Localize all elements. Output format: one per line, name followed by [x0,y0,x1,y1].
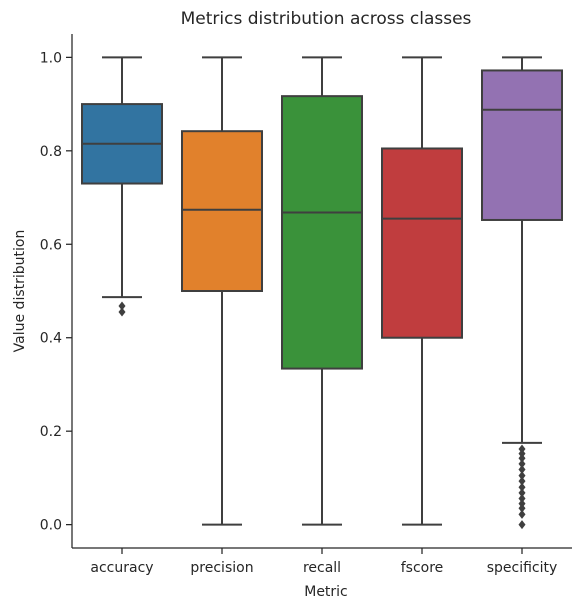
y-axis-ticks: 0.0 0.2 0.4 0.6 0.8 1.0 [40,50,72,534]
outlier-point [518,464,526,474]
y-tick-label: 0.0 [40,518,62,534]
x-tick-label-precision: precision [190,560,253,576]
outlier-point [518,459,526,469]
box-specificity [481,69,563,221]
x-tick-label-specificity: specificity [487,560,558,576]
outlier-point [518,453,526,463]
box-group-specificity [481,56,563,530]
x-axis-label: Metric [304,584,348,600]
y-tick-label: 0.4 [40,331,62,347]
y-tick-label: 1.0 [40,50,62,66]
outlier-point [118,307,126,317]
plot-area [81,56,563,530]
outlier-point [518,499,526,509]
outlier-point [518,520,526,530]
outlier-point [518,476,526,486]
box-group-recall [281,56,363,526]
outlier-point [518,471,526,481]
box-recall [281,95,363,370]
box-precision [181,130,263,292]
outlier-point [518,503,526,513]
outlier-point [518,509,526,519]
outlier-point [518,493,526,503]
x-axis-ticks: accuracy precision recall fscore specificity [90,548,557,576]
outlier-point [518,488,526,498]
box-group-precision [181,56,263,526]
y-tick-label: 0.6 [40,237,62,253]
box-group-fscore [381,56,463,526]
y-tick-label: 0.8 [40,144,62,160]
x-tick-label-recall: recall [303,560,341,576]
y-axis-label: Value distribution [12,230,28,353]
outlier-point [518,482,526,492]
x-tick-label-fscore: fscore [401,560,444,576]
y-tick-label: 0.2 [40,424,62,440]
outlier-point [518,444,526,454]
x-tick-label-accuracy: accuracy [90,560,153,576]
box-fscore [381,147,463,339]
outlier-point [118,301,126,311]
box-group-accuracy [81,56,163,317]
chart-title: Metrics distribution across classes [181,9,472,29]
outlier-point [518,449,526,459]
